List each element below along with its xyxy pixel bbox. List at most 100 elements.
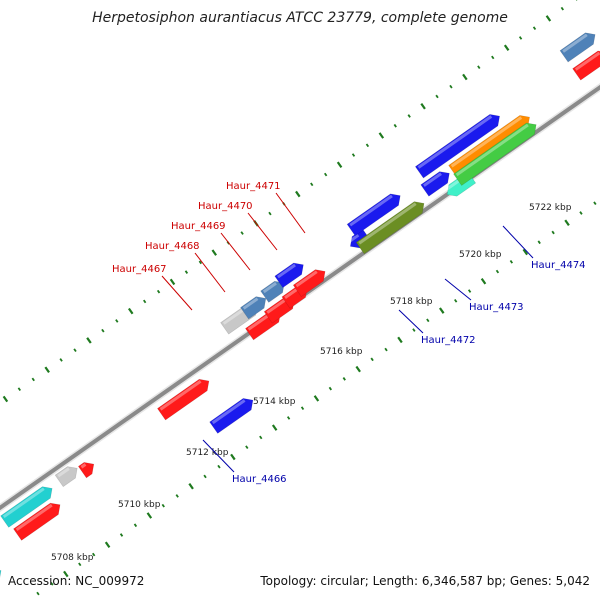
- tick-lower: [564, 219, 570, 227]
- tick-lower: [188, 482, 194, 490]
- tick-lower: [522, 248, 529, 256]
- gene-label-haur_4473[interactable]: Haur_4473: [469, 302, 524, 313]
- tick-lower: [495, 269, 500, 274]
- tick-upper: [435, 94, 439, 99]
- tick-lower: [259, 435, 263, 440]
- gene-arrow-red: [292, 269, 326, 298]
- tick-lower: [593, 201, 597, 206]
- gene-arrow-red: [572, 50, 600, 81]
- gene-label-haur_4469[interactable]: Haur_4469: [171, 221, 226, 232]
- tick-lower: [133, 523, 138, 528]
- tick-upper: [156, 289, 161, 294]
- gene-label-haur_4467[interactable]: Haur_4467: [112, 264, 167, 275]
- tick-label: 5714 kbp: [253, 397, 296, 407]
- tick-upper: [518, 36, 523, 40]
- leader-line: [502, 225, 534, 259]
- tick-upper: [407, 114, 411, 118]
- gene-arrow-steel: [559, 32, 596, 63]
- gene-label-haur_4471[interactable]: Haur_4471: [226, 181, 281, 192]
- tick-upper: [310, 182, 314, 187]
- tick-lower: [217, 464, 221, 469]
- gene-arrow-olive: [355, 201, 425, 255]
- tick-lower: [50, 581, 54, 586]
- tick-label: 5720 kbp: [459, 250, 502, 260]
- tick-lower: [509, 259, 514, 264]
- tick-label: 5710 kbp: [118, 500, 161, 510]
- gene-arrow-lgray: [54, 466, 78, 488]
- tick-upper: [184, 270, 189, 274]
- gene-label-haur_4472[interactable]: Haur_4472: [421, 335, 476, 346]
- tick-upper: [378, 132, 385, 139]
- tick-upper: [336, 161, 343, 169]
- gene-arrow-cyan: [0, 568, 2, 600]
- tick-lower: [439, 307, 445, 314]
- tick-label: 5708 kbp: [51, 553, 94, 563]
- tick-lower: [245, 445, 249, 450]
- tick-upper: [86, 337, 92, 344]
- tick-upper: [31, 377, 35, 382]
- gene-arrow-red: [77, 462, 95, 479]
- tick-label: 5712 kbp: [186, 448, 229, 458]
- gene-arrow-blue: [414, 114, 500, 179]
- gene-label-haur_4466[interactable]: Haur_4466: [232, 474, 287, 485]
- tick-lower: [551, 230, 555, 235]
- tick-label: 5716 kbp: [320, 347, 363, 357]
- tick-lower: [579, 211, 583, 215]
- tick-lower: [342, 377, 346, 381]
- tick-lower: [63, 570, 69, 578]
- tick-upper: [503, 44, 510, 51]
- tick-upper: [2, 395, 9, 403]
- leader-line: [247, 212, 278, 251]
- tick-upper: [449, 84, 453, 89]
- tick-lower: [300, 406, 305, 410]
- tick-upper: [323, 172, 328, 177]
- gene-arrow-red: [157, 378, 210, 421]
- accession-text: Accession: NC_009972: [8, 574, 145, 588]
- tick-lower: [397, 336, 403, 344]
- tick-upper: [365, 143, 370, 148]
- gene-arrow-blue: [420, 171, 450, 197]
- tick-upper: [477, 65, 481, 70]
- gene-arrow-green: [453, 122, 537, 186]
- tick-lower: [480, 278, 487, 285]
- tick-lower: [467, 289, 472, 293]
- tick-lower: [537, 240, 541, 245]
- gene-arrow-blue: [346, 193, 401, 237]
- tick-lower: [454, 298, 458, 303]
- gene-label-haur_4474[interactable]: Haur_4474: [531, 260, 586, 271]
- tick-upper: [115, 319, 119, 323]
- gene-arrow-blue: [209, 398, 254, 434]
- tick-label: 5722 kbp: [529, 203, 572, 213]
- tick-upper: [295, 190, 301, 198]
- leader-line: [398, 309, 424, 334]
- tick-upper: [101, 328, 105, 333]
- tick-upper: [351, 153, 356, 157]
- tick-upper: [420, 102, 426, 110]
- gene-label-haur_4470[interactable]: Haur_4470: [198, 201, 253, 212]
- tick-upper: [560, 6, 565, 11]
- tick-lower: [286, 416, 291, 420]
- tick-upper: [17, 387, 22, 392]
- gene-label-haur_4468[interactable]: Haur_4468: [145, 241, 200, 252]
- leader-line: [161, 275, 193, 311]
- tick-lower: [370, 357, 374, 362]
- tick-lower: [230, 453, 236, 461]
- leader-line: [444, 278, 472, 301]
- tick-upper: [393, 123, 397, 128]
- tick-upper: [532, 26, 537, 31]
- tick-lower: [78, 562, 82, 567]
- leader-line: [275, 192, 306, 234]
- tick-lower: [175, 494, 179, 498]
- tick-lower: [161, 503, 165, 508]
- tick-lower: [146, 512, 153, 519]
- leader-line: [194, 252, 226, 293]
- tick-lower: [119, 533, 124, 537]
- leader-line: [202, 439, 235, 473]
- tick-upper: [545, 15, 552, 22]
- tick-upper: [268, 211, 272, 216]
- leader-line: [220, 232, 251, 271]
- tick-upper: [73, 348, 77, 353]
- tick-label: 5718 kbp: [390, 297, 433, 307]
- tick-upper: [462, 73, 468, 81]
- tick-lower: [355, 365, 361, 373]
